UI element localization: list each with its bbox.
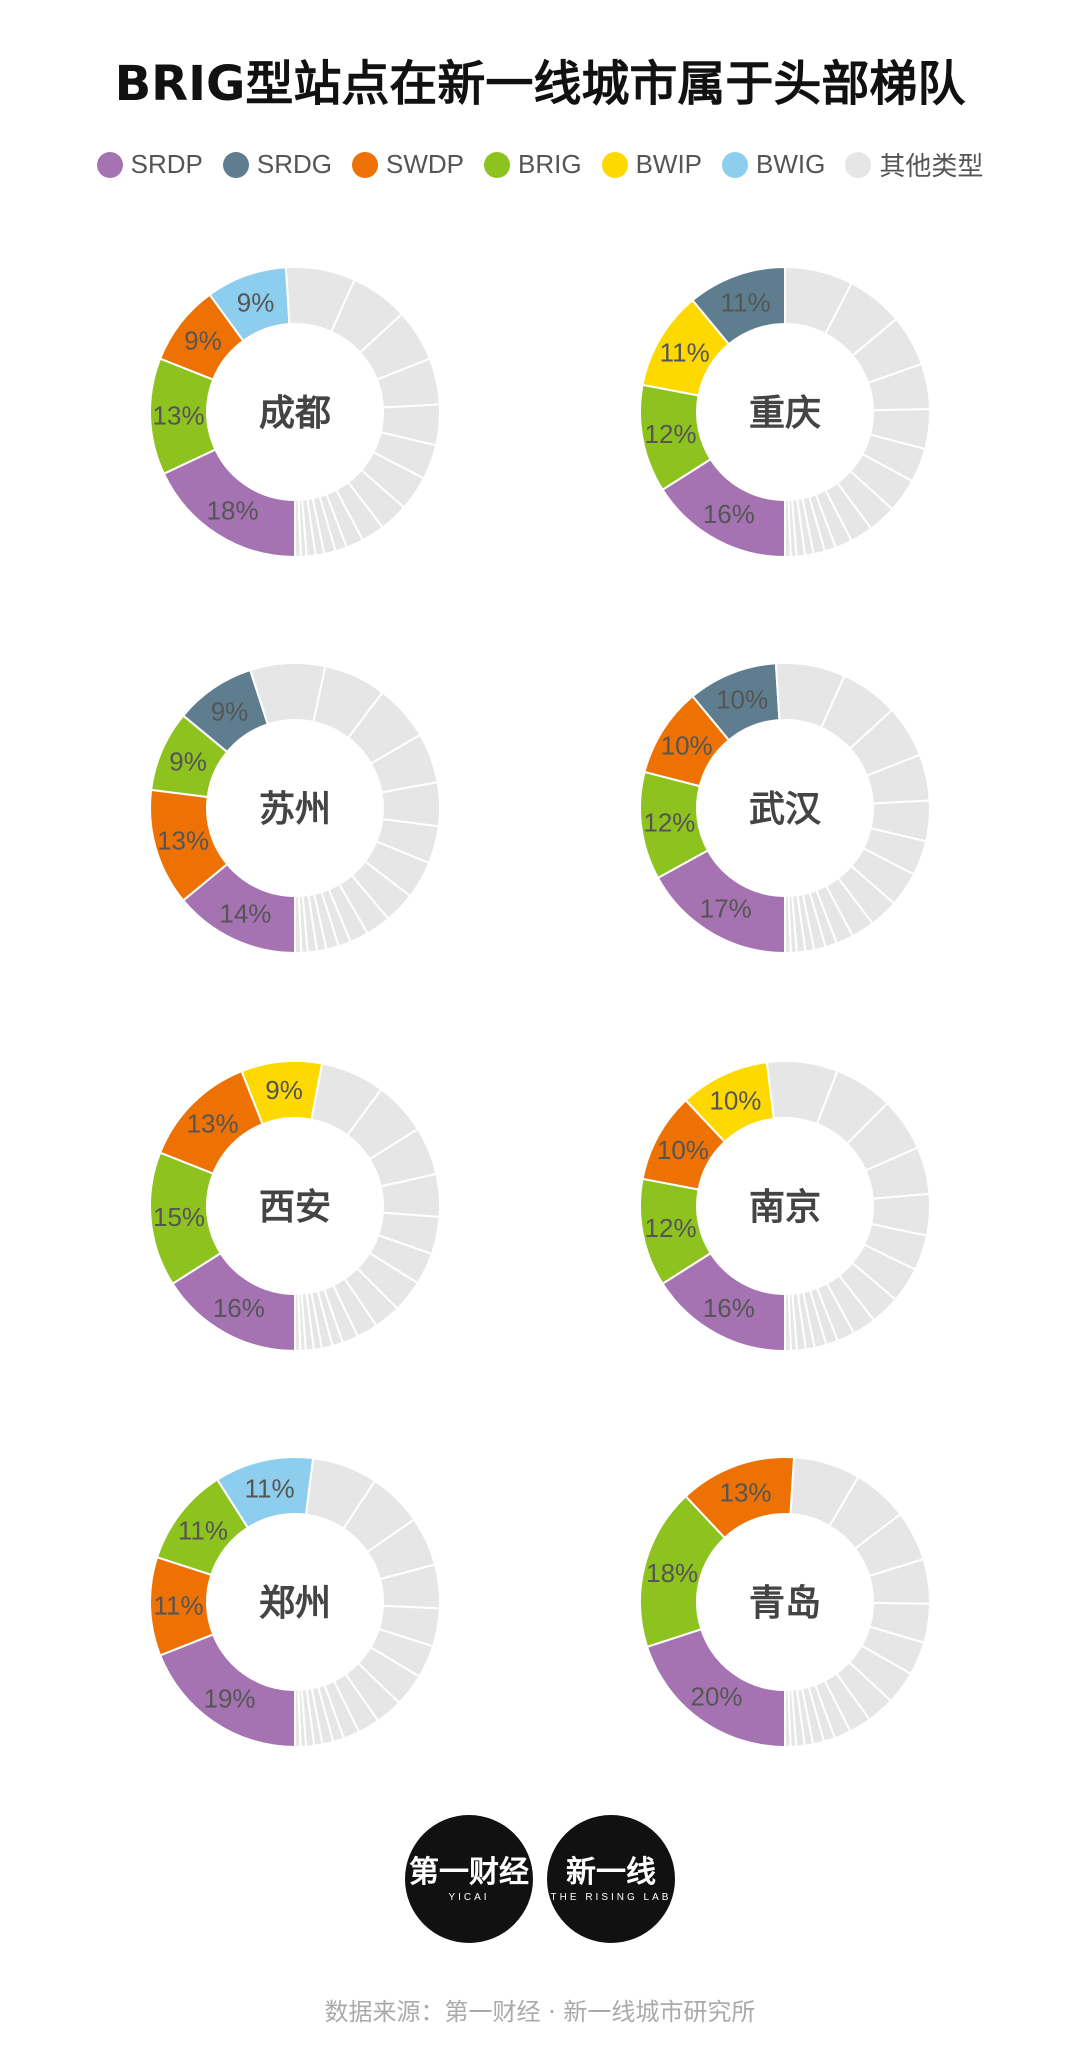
slice-label: 13% xyxy=(157,826,209,856)
legend: SRDP SRDG SWDP BRIG BWIP BWIG 其他类型 xyxy=(0,146,1080,183)
legend-swatch xyxy=(845,151,872,178)
legend-item-other: 其他类型 xyxy=(845,146,983,183)
legend-swatch xyxy=(722,151,749,178)
legend-item-srdg: SRDG xyxy=(222,149,332,180)
legend-swatch xyxy=(483,151,510,178)
donut-chart-1: 18% 13% 9% 9% 成都 xyxy=(149,266,441,559)
legend-item-bwig: BWIG xyxy=(722,149,825,180)
yicai-logo: 第一财经 YICAI xyxy=(405,1815,533,1943)
donut-center-label: 苏州 xyxy=(259,789,331,830)
slice-label: 20% xyxy=(690,1681,742,1711)
slice-label: 16% xyxy=(703,499,755,529)
donut-chart-5: 16% 15% 13% 9% 西安 xyxy=(149,1060,441,1353)
slice-label: 15% xyxy=(153,1202,205,1232)
slice-label: 11% xyxy=(178,1516,228,1546)
slice-label: 10% xyxy=(657,1135,709,1165)
legend-swatch xyxy=(601,151,628,178)
slice-other xyxy=(294,498,302,559)
donut-chart-6: 16% 12% 10%10% 南京 xyxy=(639,1059,931,1353)
slice-other xyxy=(784,894,792,955)
legend-label: BWIG xyxy=(756,149,826,179)
slice-label: 17% xyxy=(700,893,752,923)
slice-other xyxy=(784,1292,793,1353)
chart-title: BRIG型站点在新一线城市属于头部梯队 xyxy=(114,56,966,112)
donut-chart-2: 16% 12% 11% 11% 重庆 xyxy=(639,265,931,559)
donut-center-label: 郑州 xyxy=(259,1583,331,1624)
donut-chart-7: 19% 11% 11% 11% 郑州 xyxy=(149,1456,441,1749)
slice-label: 9% xyxy=(184,326,222,356)
legend-label: SWDP xyxy=(385,149,464,179)
legend-item-bwip: BWIP xyxy=(601,149,703,180)
rising-lab-logo: 新一线 THE RISING LAB xyxy=(547,1815,675,1943)
rising-lab-logo-text: 新一线 xyxy=(566,1854,656,1890)
legend-label: SRDG xyxy=(256,149,332,179)
yicai-logo-text: 第一财经 xyxy=(409,1854,529,1890)
slice-label: 9% xyxy=(211,697,249,727)
slice-label: 9% xyxy=(169,747,207,777)
data-source: 数据来源：第一财经 · 新一线城市研究所 xyxy=(324,1998,756,2026)
slice-other xyxy=(784,498,792,559)
logos: 第一财经 YICAI 新一线 THE RISING LAB xyxy=(0,1815,1080,1943)
donut-charts: 18%13%9%9%成都16%12%11%11%重庆14%13%9%9%苏州17… xyxy=(149,265,932,1749)
slice-label: 11% xyxy=(660,338,710,368)
legend-swatch xyxy=(96,151,123,178)
slice-label: 12% xyxy=(645,419,697,449)
slice-label: 14% xyxy=(219,898,271,928)
slice-label: 13% xyxy=(720,1477,772,1507)
slice-label: 13% xyxy=(153,401,205,431)
slice-label: 16% xyxy=(213,1293,265,1323)
slice-label: 12% xyxy=(645,1213,697,1243)
donut-center-label: 青岛 xyxy=(749,1583,821,1624)
donut-center-label: 成都 xyxy=(259,393,331,434)
rising-lab-logo-subtext: THE RISING LAB xyxy=(550,1891,672,1903)
slice-label: 18% xyxy=(646,1558,698,1588)
donut-chart-3: 14% 13% 9%9% 苏州 xyxy=(149,662,441,955)
slice-label: 11% xyxy=(154,1591,204,1621)
slice-label: 16% xyxy=(703,1293,755,1323)
slice-label: 11% xyxy=(245,1473,295,1503)
legend-item-srdp: SRDP xyxy=(96,149,203,180)
donut-center-label: 南京 xyxy=(749,1186,821,1228)
slice-other xyxy=(784,1688,792,1749)
legend-item-brig: BRIG xyxy=(483,149,582,180)
legend-swatch xyxy=(222,151,249,178)
slice-other xyxy=(294,1688,302,1749)
legend-swatch xyxy=(351,151,378,178)
legend-item-swdp: SWDP xyxy=(351,149,464,180)
legend-label: BRIG xyxy=(517,149,582,179)
legend-label: SRDP xyxy=(130,149,203,179)
legend-label: BWIP xyxy=(635,149,703,179)
slice-other xyxy=(294,1292,302,1353)
slice-label: 12% xyxy=(643,808,695,838)
donut-center-label: 重庆 xyxy=(749,393,821,434)
donut-center-label: 武汉 xyxy=(749,789,822,830)
slice-label: 9% xyxy=(237,287,275,317)
yicai-logo-subtext: YICAI xyxy=(448,1891,490,1903)
donut-chart-8: 20% 18% 13% 青岛 xyxy=(639,1456,932,1749)
slice-label: 9% xyxy=(265,1075,303,1105)
slice-label: 13% xyxy=(187,1109,239,1139)
legend-label: 其他类型 xyxy=(879,151,984,181)
slice-label: 10% xyxy=(716,685,768,715)
slice-label: 19% xyxy=(203,1683,255,1713)
donut-chart-4: 17% 12% 10%10% 武汉 xyxy=(639,662,931,955)
slice-label: 10% xyxy=(661,731,713,761)
slice-other xyxy=(294,894,303,955)
slice-label: 10% xyxy=(709,1086,761,1116)
slice-label: 18% xyxy=(207,495,259,525)
slice-label: 11% xyxy=(720,287,770,317)
donut-center-label: 西安 xyxy=(259,1187,331,1228)
